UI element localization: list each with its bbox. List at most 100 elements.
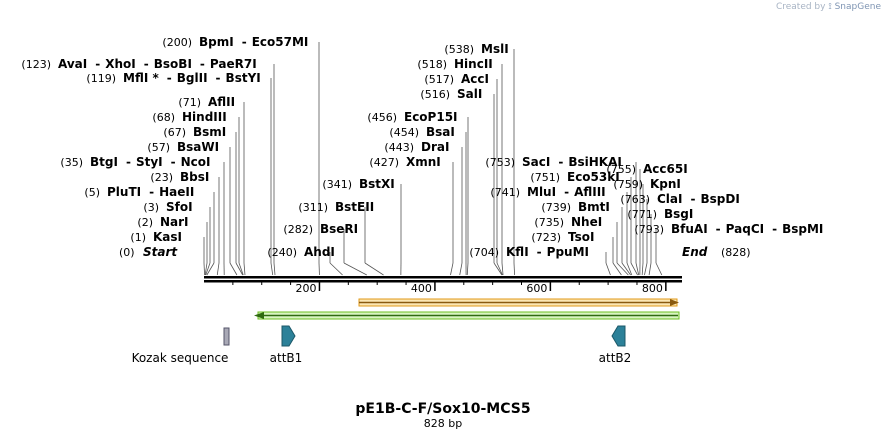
site-position: (517) <box>424 73 454 86</box>
enzyme-name[interactable]: BsaWI <box>177 140 219 154</box>
orf-forward[interactable] <box>358 298 679 307</box>
enzyme-name[interactable]: AvaI <box>58 57 87 71</box>
enzyme-name[interactable]: BpmI <box>199 35 234 49</box>
enzyme-name[interactable]: SfoI <box>166 200 193 214</box>
enzyme-name[interactable]: MflI * <box>123 71 159 85</box>
feature-attb2[interactable]: attB2 <box>599 325 632 365</box>
site-aflii[interactable]: (71) AflII <box>178 95 235 109</box>
site-sali[interactable]: (516) SalI <box>420 87 482 101</box>
enzyme-name[interactable]: ClaI <box>657 192 682 206</box>
site-bmti[interactable]: (739) BmtI <box>541 200 609 214</box>
enzyme-name[interactable]: AccI <box>461 72 489 86</box>
site-clai[interactable]: (763) ClaI - BspDI <box>620 192 739 206</box>
enzyme-name[interactable]: EcoP15I <box>404 110 458 124</box>
site-drai[interactable]: (443) DraI <box>384 140 449 154</box>
site-ecop15i[interactable]: (456) EcoP15I <box>367 110 457 124</box>
enzyme-name[interactable]: NarI <box>160 215 189 229</box>
site-mlui[interactable]: (741) MluI - AflIII <box>490 185 605 199</box>
ruler-tick-label: 400 <box>411 282 432 295</box>
credit-prefix: Created by <box>775 2 826 12</box>
enzyme-name[interactable]: BglII <box>177 71 208 85</box>
site-nari[interactable]: (2) NarI <box>137 215 188 229</box>
site-ahdi[interactable]: (240) AhdI <box>267 245 334 259</box>
orf-reverse[interactable] <box>254 311 680 320</box>
enzyme-name[interactable]: DraI <box>421 140 449 154</box>
site-bfuai[interactable]: (793) BfuAI - PaqCI - BspMI <box>634 222 823 236</box>
site-eco53ki[interactable]: (751) Eco53kI <box>530 170 619 184</box>
ruler-tick-label: 200 <box>295 282 316 295</box>
enzyme-name[interactable]: MslI <box>481 42 509 56</box>
site-acci[interactable]: (517) AccI <box>424 72 489 86</box>
site-bsai[interactable]: (454) BsaI <box>389 125 454 139</box>
site-xmni[interactable]: (427) XmnI <box>369 155 440 169</box>
enzyme-name[interactable]: BseRI <box>320 222 358 236</box>
enzyme-name[interactable]: AflII <box>208 95 235 109</box>
enzyme-name[interactable]: PluTI <box>107 185 141 199</box>
enzyme-name[interactable]: Eco57MI <box>252 35 309 49</box>
enzyme-name[interactable]: BsaI <box>426 125 455 139</box>
site-hincii[interactable]: (518) HincII <box>417 57 492 71</box>
enzyme-name[interactable]: NcoI <box>181 155 211 169</box>
enzyme-name[interactable]: NheI <box>571 215 602 229</box>
enzyme-name[interactable]: PpuMI <box>547 245 589 259</box>
enzyme-name[interactable]: StyI <box>136 155 163 169</box>
site-pluti[interactable]: (5) PluTI - HaeII <box>84 185 194 199</box>
enzyme-name[interactable]: BsoBI <box>154 57 192 71</box>
enzyme-name[interactable]: BspDI <box>700 192 739 206</box>
site-saci[interactable]: (753) SacI - BsiHKAI <box>485 155 621 169</box>
enzyme-name[interactable]: BsmI <box>193 125 226 139</box>
site-hindiii[interactable]: (68) HindIII <box>152 110 226 124</box>
enzyme-name[interactable]: Eco53kI <box>567 170 620 184</box>
site-bsteii[interactable]: (311) BstEII <box>298 200 374 214</box>
enzyme-name[interactable]: AhdI <box>304 245 335 259</box>
site-bsmi[interactable]: (67) BsmI <box>163 125 226 139</box>
enzyme-name[interactable]: HindIII <box>182 110 227 124</box>
site-sfoi[interactable]: (3) SfoI <box>143 200 192 214</box>
enzyme-name[interactable]: HincII <box>454 57 493 71</box>
site-bseri[interactable]: (282) BseRI <box>283 222 358 236</box>
site-nhei[interactable]: (735) NheI <box>534 215 602 229</box>
enzyme-name[interactable]: PaeR7I <box>210 57 257 71</box>
enzyme-name[interactable]: BspMI <box>782 222 823 236</box>
enzyme-name[interactable]: KpnI <box>650 177 681 191</box>
enzyme-name[interactable]: BbsI <box>180 170 209 184</box>
enzyme-name[interactable]: SacI <box>522 155 550 169</box>
site-msli[interactable]: (538) MslI <box>444 42 508 56</box>
enzyme-name[interactable]: KasI <box>153 230 182 244</box>
site-avai[interactable]: (123) AvaI - XhoI - BsoBI - PaeR7I <box>21 57 256 71</box>
site-btgi[interactable]: (35) BtgI - StyI - NcoI <box>60 155 210 169</box>
enzyme-name[interactable]: Acc65I <box>643 162 688 176</box>
enzyme-name[interactable]: MluI <box>527 185 556 199</box>
enzyme-name[interactable]: BmtI <box>578 200 610 214</box>
site-acc65i[interactable]: (755) Acc65I <box>606 162 687 176</box>
enzyme-name[interactable]: AflIII <box>574 185 606 199</box>
site-bpmi[interactable]: (200) BpmI - Eco57MI <box>162 35 308 49</box>
enzyme-name[interactable]: BtgI <box>90 155 118 169</box>
site-bstxi[interactable]: (341) BstXI <box>322 177 394 191</box>
feature-kozak[interactable]: Kozak sequence <box>132 327 230 365</box>
enzyme-name[interactable]: HaeII <box>159 185 194 199</box>
enzyme-name[interactable]: PaqCI <box>726 222 764 236</box>
enzyme-name[interactable]: BfuAI <box>671 222 708 236</box>
site-bsawi[interactable]: (57) BsaWI <box>147 140 219 154</box>
site-bsgi[interactable]: (771) BsgI <box>627 207 693 221</box>
enzyme-name[interactable]: BstEII <box>335 200 374 214</box>
enzyme-name[interactable]: BstYI <box>226 71 261 85</box>
site-kpni[interactable]: (759) KpnI <box>613 177 681 191</box>
site-tsoi[interactable]: (723) TsoI <box>531 230 594 244</box>
enzyme-name[interactable]: XmnI <box>406 155 441 169</box>
enzyme-name[interactable]: BsgI <box>664 207 693 221</box>
site-labels: (1) KasI(2) NarI(3) SfoI(5) PluTI - HaeII(23) B… <box>21 35 823 259</box>
site-kfli[interactable]: (704) KflI - PpuMI <box>469 245 589 259</box>
enzyme-name[interactable]: XhoI <box>105 57 136 71</box>
site-mfli[interactable]: (119) MflI * - BglII - BstYI <box>86 71 260 85</box>
site-bbsi[interactable]: (23) BbsI <box>150 170 209 184</box>
enzyme-name[interactable]: KflI <box>506 245 529 259</box>
feature-attb1[interactable]: attB1 <box>270 325 303 365</box>
site-kasi[interactable]: (1) KasI <box>130 230 182 244</box>
enzyme-name[interactable]: BstXI <box>359 177 395 191</box>
enzyme-name[interactable]: SalI <box>457 87 482 101</box>
enzyme-name[interactable]: TsoI <box>568 230 594 244</box>
enzyme-name[interactable]: BsiHKAI <box>568 155 622 169</box>
